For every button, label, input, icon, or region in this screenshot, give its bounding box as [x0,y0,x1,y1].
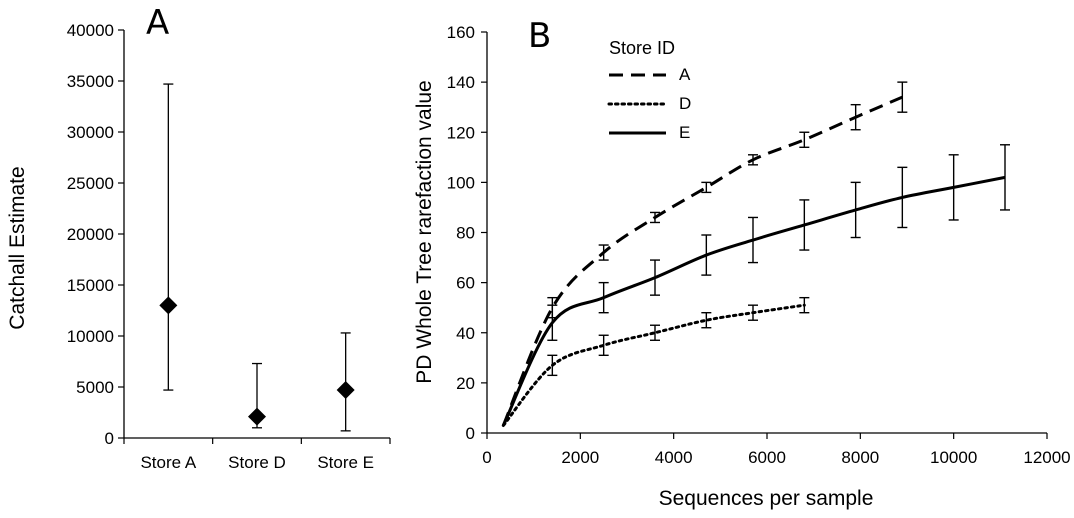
panel-b-y-axis-label: PD Whole Tree rarefaction value [413,80,436,383]
series-D [501,296,810,427]
panel-b-y-tick-label: 140 [447,73,475,92]
panel-a-y-tick-label: 35000 [67,72,114,91]
panel-a-category-label: Store A [140,453,196,472]
panel-a-y-tick-label: 20000 [67,225,114,244]
legend: Store ID ADE [607,38,691,142]
panel-b: B PD Whole Tree rarefaction value Sequen… [413,16,1071,510]
panel-b-label: B [528,16,551,56]
panel-a-diamond-marker [159,296,178,315]
panel-a-y-tick-label: 30000 [67,123,114,142]
panel-a-y-axis-label: Catchall Estimate [6,166,29,329]
series-A-line [501,95,903,427]
panel-a-label: A [146,3,169,43]
panel-a-y-tick-label: 15000 [67,276,114,295]
series-E-line [501,175,1006,427]
panel-a-diamond-marker [248,407,266,426]
panel-a-category-label: Store D [228,453,286,472]
panel-b-y-tick-label: 40 [456,324,475,343]
panel-a-y-tick-label: 0 [105,429,114,448]
panel-a-y-tick-label: 10000 [67,327,114,346]
panel-a-y-tick-label: 40000 [67,21,114,40]
panel-b-y-tick-label: 160 [447,23,475,42]
panel-b-x-tick-label: 6000 [748,448,786,467]
series-D-line [501,303,806,427]
panel-b-x-tick-label: 4000 [655,448,693,467]
panel-b-y-tick-label: 20 [456,374,475,393]
panel-b-x-tick-label: 0 [482,448,491,467]
panel-b-x-tick-label: 8000 [841,448,879,467]
panel-b-x-tick-label: 10000 [930,448,977,467]
legend-label-D: D [679,94,691,113]
legend-label-A: A [679,65,691,84]
panel-a-y-tick-label: 5000 [76,378,114,397]
panel-b-y-tick-label: 0 [466,424,475,443]
panel-a-category-label: Store E [317,453,374,472]
panel-b-x-axis-label: Sequences per sample [659,487,874,510]
panel-b-y-tick-label: 80 [456,224,475,243]
panel-a-y-tick-label: 25000 [67,174,114,193]
panel-b-x-tick-label: 12000 [1023,448,1070,467]
panel-b-x-tick-label: 2000 [561,448,599,467]
panel-a: A Catchall Estimate 0 5000 10000 15000 20000… [6,3,391,472]
legend-title: Store ID [609,38,675,58]
series-E [501,144,1010,427]
panel-b-y-tick-label: 120 [447,123,475,142]
panel-b-y-tick-label: 60 [456,274,475,293]
panel-b-y-tick-label: 100 [447,173,475,192]
series-A [501,81,908,427]
panel-a-diamond-marker [336,381,355,400]
legend-label-E: E [679,123,690,142]
